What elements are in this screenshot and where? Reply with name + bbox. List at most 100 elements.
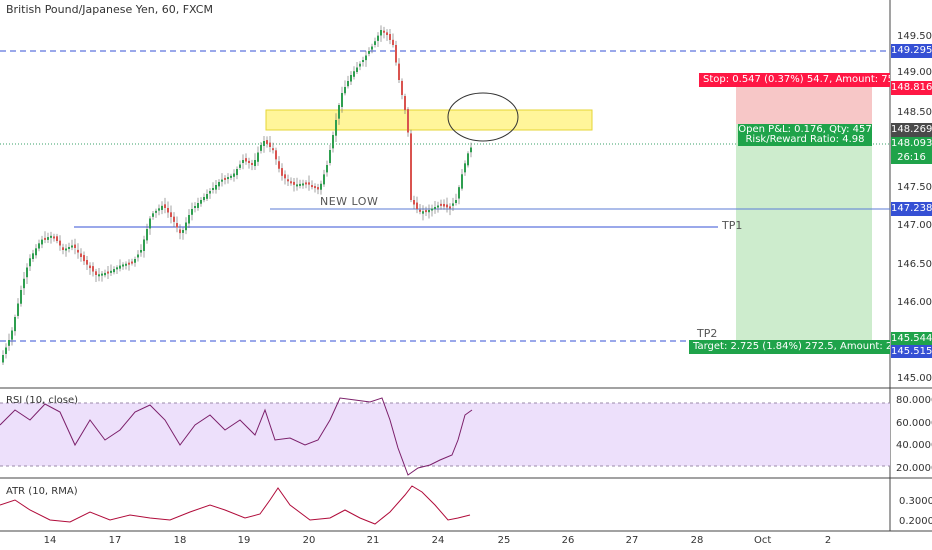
candle-body (401, 80, 403, 95)
candle-body (218, 182, 220, 187)
time-tick-label: 14 (43, 535, 57, 546)
candle-body (251, 162, 253, 165)
candle-body (26, 267, 28, 278)
time-tick-label: Oct (754, 535, 772, 546)
candle-body (461, 174, 463, 189)
candle-body (254, 160, 256, 167)
candle-body (443, 203, 445, 207)
candle-body (194, 206, 196, 208)
atr-title[interactable]: ATR (10, RMA) (6, 486, 78, 497)
candle-body (314, 186, 316, 189)
time-tick-label: 2 (824, 535, 832, 546)
atr-axis[interactable]: 0.3000 0.2000 (891, 479, 932, 531)
candle-body (317, 187, 319, 190)
candle-body (335, 120, 337, 136)
time-tick-label: 27 (625, 535, 639, 546)
time-tick-label: 19 (237, 535, 251, 546)
candle-body (86, 260, 88, 265)
candle-body (230, 175, 232, 178)
candle-body (95, 271, 97, 275)
candle-body (176, 223, 178, 228)
candle-body (62, 247, 64, 250)
candle-body (311, 185, 313, 188)
candle-body (221, 179, 223, 182)
candle-body (281, 168, 283, 176)
candle-body (440, 203, 442, 206)
candles-series (2, 25, 472, 366)
rsi-title[interactable]: RSI (10, close) (6, 395, 79, 406)
candle-body (323, 174, 325, 185)
candle-body (458, 187, 460, 199)
candle-body (467, 153, 469, 166)
candle-body (143, 239, 145, 251)
candle-body (65, 248, 67, 251)
candle-body (275, 150, 277, 160)
time-tick-label: 20 (302, 535, 316, 546)
price-tag-last: 148.093 (891, 137, 932, 151)
candle-body (422, 211, 424, 214)
candle-body (128, 262, 130, 265)
candle-body (362, 60, 364, 62)
candle-body (404, 96, 406, 110)
candle-body (14, 317, 16, 332)
candle-body (434, 207, 436, 209)
candle-body (329, 150, 331, 164)
candle-body (377, 35, 379, 41)
candle-body (302, 183, 304, 186)
target-label[interactable]: Target: 2.725 (1.84%) 272.5, Amount: 22 (689, 340, 890, 354)
price-tick-label: 147.500 (897, 182, 932, 193)
candle-body (236, 169, 238, 176)
candle-body (83, 255, 85, 262)
candle-body (290, 181, 292, 184)
time-tick-label: 28 (690, 535, 704, 546)
candle-body (170, 212, 172, 217)
resistance-zone[interactable] (265, 109, 593, 131)
candle-body (161, 205, 163, 210)
candle-body (56, 236, 58, 241)
ellipse-annotation[interactable] (447, 92, 519, 142)
candle-body (425, 210, 427, 213)
open-pl-box[interactable]: Open P&L: 0.176, Qty: 457 Risk/Reward Ra… (738, 124, 872, 146)
time-axis[interactable]: 14 17 18 19 20 21 24 25 26 27 28 Oct 2 (0, 532, 890, 550)
new-low-label[interactable]: NEW LOW (320, 195, 379, 208)
price-tag-dash-bottom: 145.515 (891, 345, 932, 358)
stop-zone (736, 80, 872, 124)
candle-body (338, 105, 340, 119)
candle-body (272, 148, 274, 151)
candle-body (233, 173, 235, 177)
candle-body (137, 254, 139, 258)
candle-body (203, 197, 205, 201)
candle-body (113, 269, 115, 273)
price-tag-level1: 147.238 (891, 202, 932, 216)
tp1-label[interactable]: TP1 (722, 219, 743, 232)
countdown-tag: 26:16 (891, 151, 932, 164)
chart-title: British Pound/Japanese Yen, 60, FXCM (6, 3, 213, 16)
candle-body (380, 30, 382, 36)
candle-body (32, 253, 34, 260)
candle-body (224, 177, 226, 180)
candle-body (59, 240, 61, 246)
candle-body (350, 75, 352, 82)
candle-body (347, 81, 349, 87)
candle-body (452, 203, 454, 206)
candle-body (119, 265, 121, 269)
candle-body (260, 145, 262, 151)
time-tick-label: 25 (497, 535, 511, 546)
candle-body (209, 191, 211, 194)
candle-body (110, 270, 112, 273)
candle-body (269, 142, 271, 147)
stop-label[interactable]: Stop: 0.547 (0.37%) 54.7, Amount: 750 (699, 73, 890, 87)
price-tick-label: 149.000 (897, 67, 932, 78)
time-tick-label: 18 (173, 535, 187, 546)
candle-body (200, 200, 202, 204)
tp2-label[interactable]: TP2 (697, 327, 718, 340)
candle-body (152, 213, 154, 217)
target-zone (736, 124, 872, 345)
time-tick-label: 26 (561, 535, 575, 546)
candle-body (89, 265, 91, 269)
price-axis[interactable]: 149.500149.000148.500148.000147.500147.0… (891, 0, 932, 388)
price-tag-dash-top: 149.295 (891, 44, 932, 58)
